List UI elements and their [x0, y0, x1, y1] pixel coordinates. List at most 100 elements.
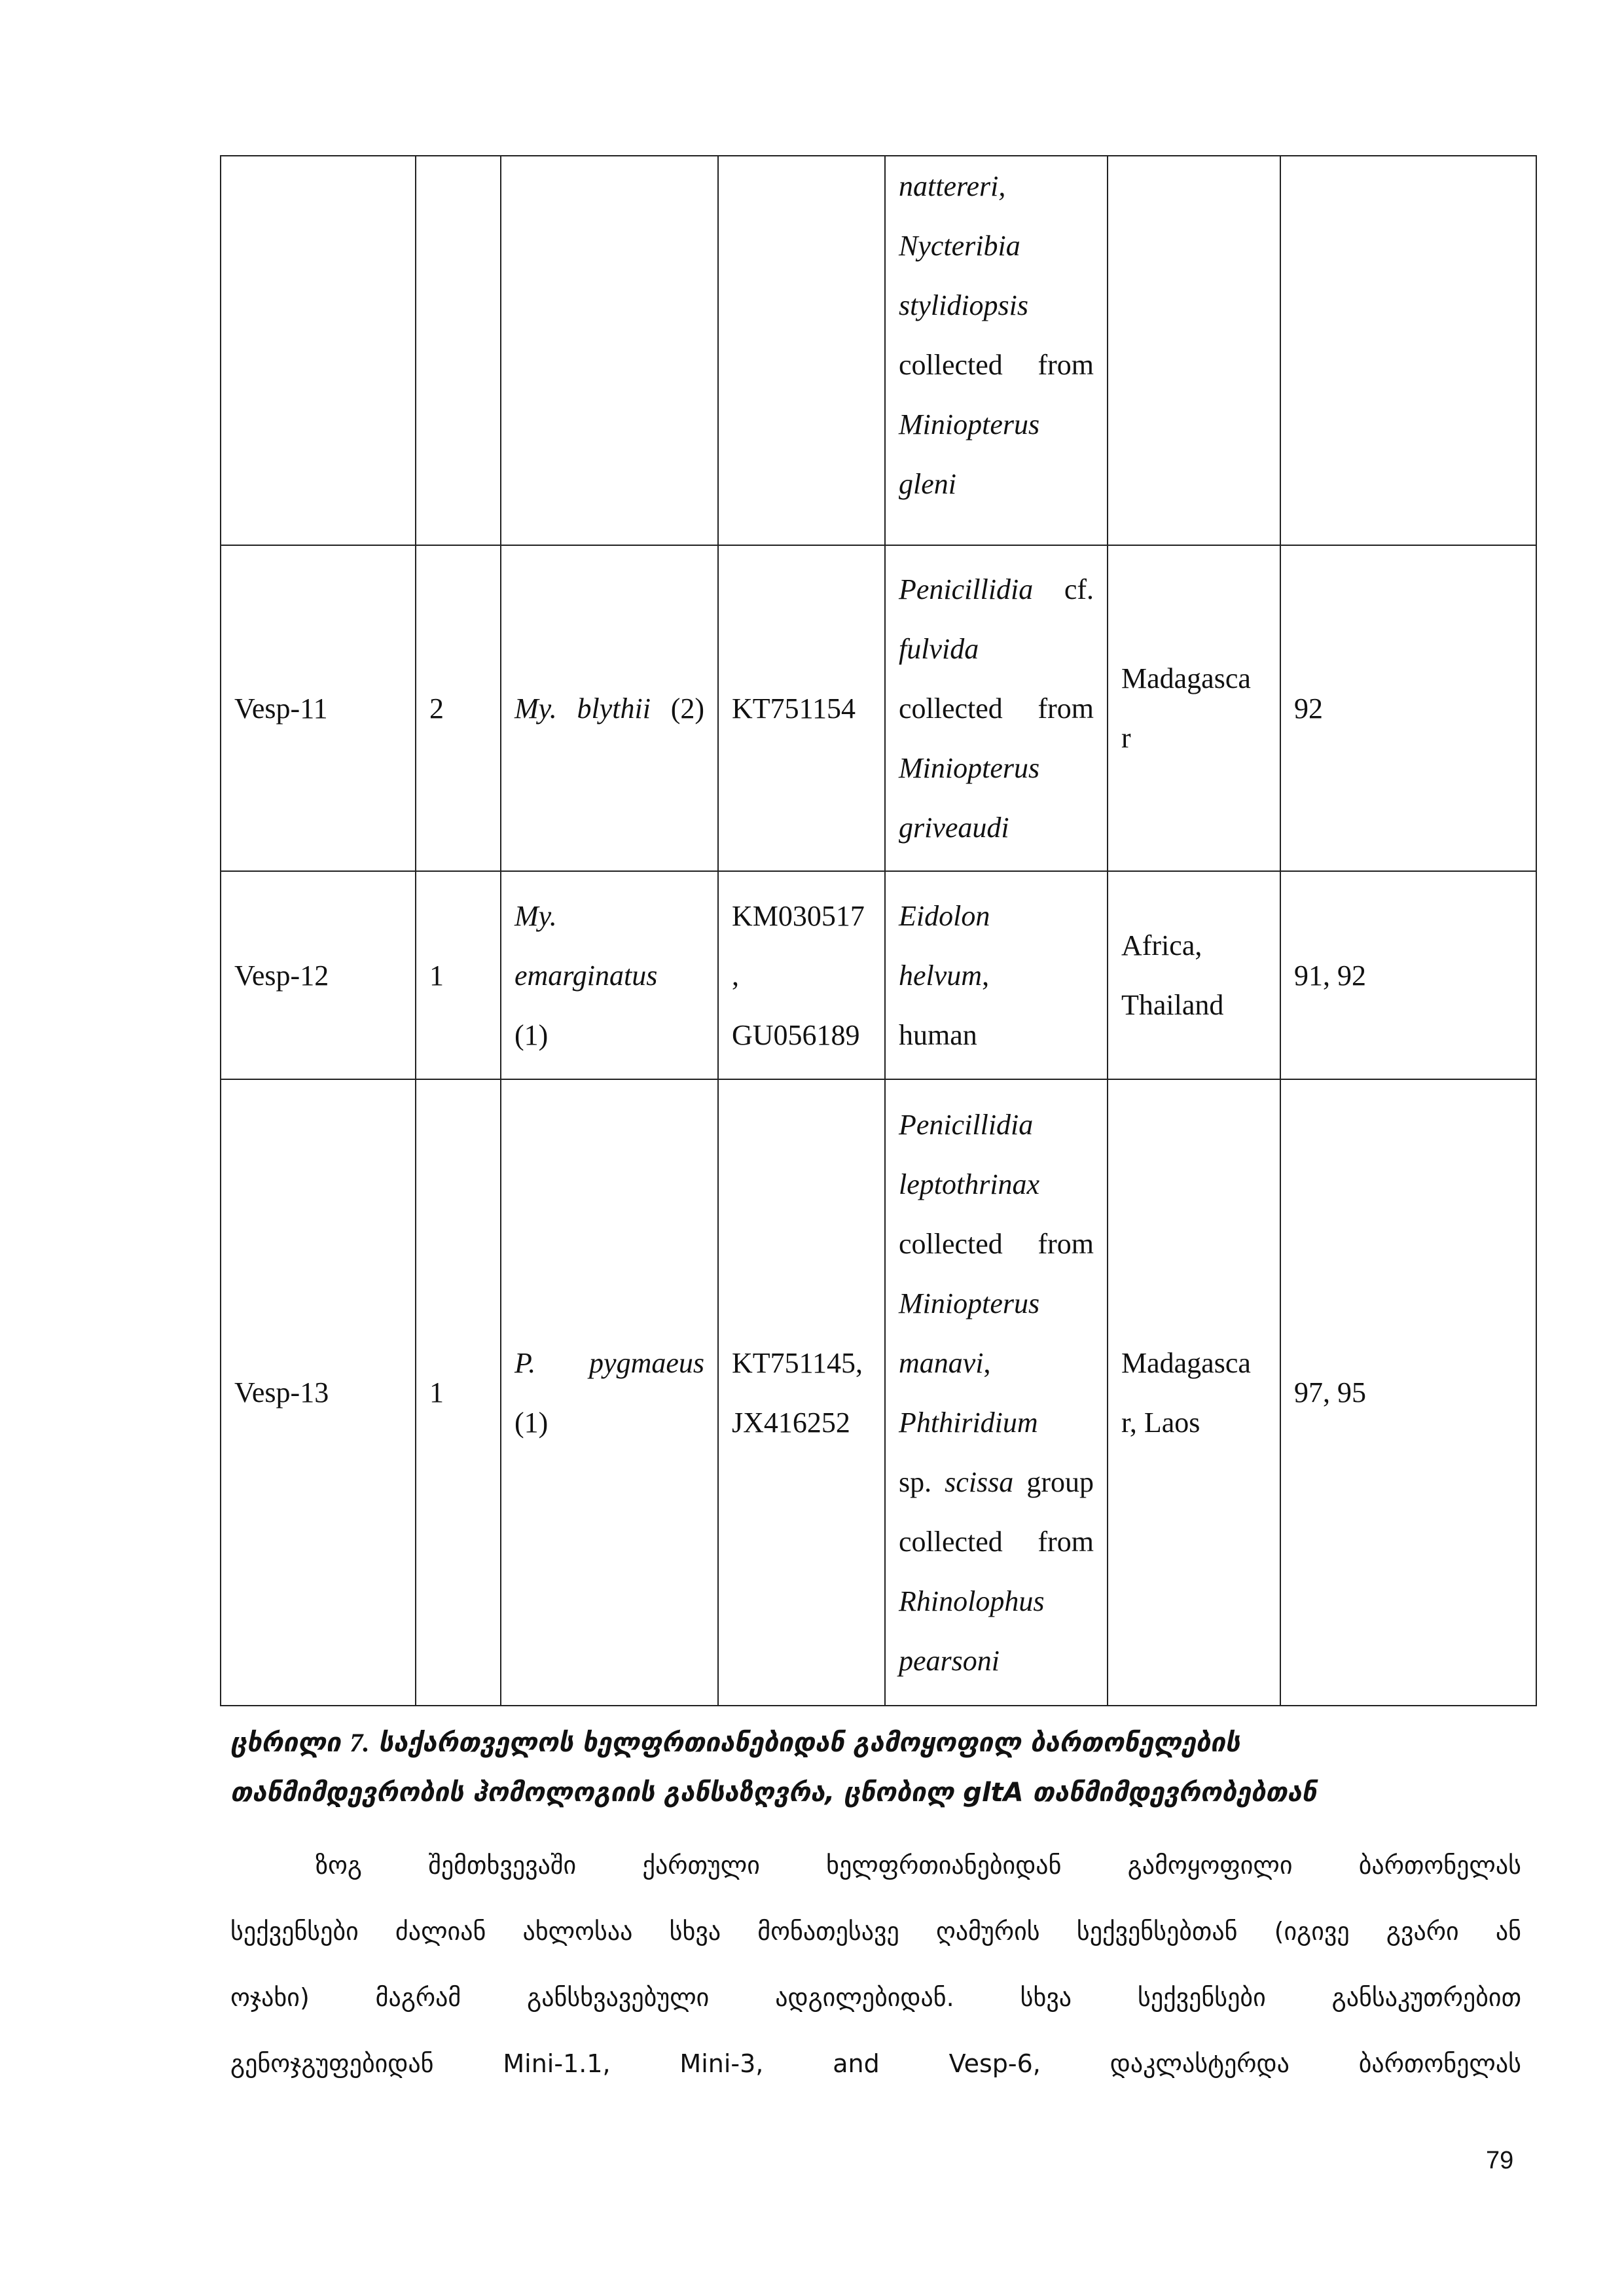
cell-location: Madagasca r, Laos — [1107, 1079, 1281, 1706]
caption-text-1: საქართველოს ხელფრთიანებიდან გამოყოფილ ბა… — [378, 1728, 1240, 1758]
cell-line: Rhinolophus — [899, 1571, 1094, 1631]
cell-text: 91, 92 — [1294, 959, 1366, 992]
table-row: Vesp-11 2 My. blythii (2) KT751154 Penicilli… — [220, 545, 1537, 872]
cell-text: 92 — [1294, 692, 1323, 725]
cell-text: Vesp-13 — [234, 1376, 329, 1408]
cell-line: My. blythii (2) — [514, 679, 704, 738]
cell-line: manavi, — [899, 1333, 1094, 1393]
cell-text: KT751154 — [732, 692, 856, 725]
cell-accession: KT751154 — [717, 545, 886, 872]
cell-identity: 92 — [1280, 545, 1537, 872]
cell-text: collected from — [899, 1227, 1094, 1260]
cell-line: 91, 92 — [1294, 946, 1523, 1005]
cell-text: (1) — [514, 1406, 549, 1439]
cell-sample-id — [220, 155, 416, 546]
cell-related-source: Penicillidia cf. fulvida collected from Min… — [884, 545, 1108, 872]
cell-line: My. — [514, 886, 704, 946]
cell-line: nattereri, — [899, 156, 1094, 216]
cell-location: Madagasca r — [1107, 545, 1281, 872]
cell-line: (1) — [514, 1005, 704, 1065]
cell-sample-id: Vesp-12 — [220, 870, 416, 1080]
cell-text: P. pygmaeus — [514, 1346, 704, 1379]
cell-text: stylidiopsis — [899, 289, 1029, 321]
cell-identity: 97, 95 — [1280, 1079, 1537, 1706]
cell-line: Miniopterus — [899, 395, 1094, 454]
cell-text: , — [983, 1346, 991, 1379]
body-paragraph: ზოგ შემთხვევაში ქართული ხელფრთიანებიდან … — [230, 1833, 1521, 2097]
cell-text: Vesp-11 — [234, 692, 328, 725]
cell-host-species — [500, 155, 719, 546]
cell-text: (1) — [514, 1018, 549, 1051]
cell-line: sp. scissa group — [899, 1452, 1094, 1512]
cell-line: fulvida — [899, 619, 1094, 679]
cell-line: Vesp-11 — [234, 679, 402, 738]
cell-host-species: My. blythii (2) — [500, 545, 719, 872]
cell-line: collected from — [899, 679, 1094, 738]
caption-line-2: თანმიმდევრობის ჰომოლოგიის განსაზღვრა, ცნ… — [230, 1778, 1317, 1808]
cell-line: 1 — [429, 1363, 487, 1422]
cell-text: manavi — [899, 1346, 984, 1379]
cell-text: JX416252 — [732, 1406, 850, 1439]
cell-line: P. pygmaeus — [514, 1333, 704, 1393]
cell-text: pearsoni — [899, 1644, 1000, 1677]
cell-line: griveaudi — [899, 798, 1094, 857]
cell-text: Madagasca — [1121, 1346, 1251, 1379]
homology-table: nattereri, Nycteribia stylidiopsis collecte… — [220, 155, 1537, 1706]
cell-text: Miniopterus — [899, 408, 1040, 440]
cell-line: Penicillidia — [899, 1095, 1094, 1155]
table-row: Vesp-12 1 My. emarginatus (1) KM030517, GU0561… — [220, 870, 1537, 1080]
cell-text: My. — [514, 899, 557, 932]
cell-line: 1 — [429, 946, 487, 1005]
cell-text: KM030517 — [732, 899, 865, 932]
cell-text: Phthiridium — [899, 1406, 1038, 1439]
cell-text: , — [982, 959, 990, 992]
cell-text: nattereri, — [899, 170, 1006, 202]
cell-text: My. blythii — [514, 692, 651, 725]
cell-line: Miniopterus — [899, 1274, 1094, 1333]
cell-location: Africa, Thailand — [1107, 870, 1281, 1080]
cell-text: Miniopterus — [899, 1287, 1040, 1319]
cell-line: 92 — [1294, 679, 1523, 738]
cell-sample-id: Vesp-13 — [220, 1079, 416, 1706]
cell-line: Penicillidia cf. — [899, 560, 1094, 619]
cell-line: Madagasca — [1121, 649, 1267, 708]
cell-text: Africa, — [1121, 929, 1202, 961]
cell-identity: 91, 92 — [1280, 870, 1537, 1080]
cell-count — [415, 155, 501, 546]
cell-text: emarginatus — [514, 959, 658, 992]
cell-line: Africa, — [1121, 916, 1267, 975]
cell-line: KT751154 — [732, 679, 871, 738]
cell-related-source: Penicillidia leptothrinax collected from Mi… — [884, 1079, 1108, 1706]
paragraph-line: ზოგ შემთხვევაში ქართული ხელფრთიანებიდან … — [316, 1851, 1521, 1880]
paragraph-line: ოჯახი) მაგრამ განსხვავებული ადგილებიდან.… — [230, 1983, 1521, 2012]
cell-text: 1 — [429, 1376, 444, 1408]
cell-text: (2) — [650, 692, 704, 725]
cell-text: Penicillidia — [899, 573, 1034, 605]
cell-text: Eidolon — [899, 899, 990, 932]
cell-location — [1107, 155, 1281, 546]
cell-line: Vesp-13 — [234, 1363, 402, 1422]
cell-text: scissa — [945, 1465, 1014, 1498]
cell-line: r — [1121, 708, 1267, 768]
cell-text: 2 — [429, 692, 444, 725]
caption-line-1: ცხრილი 7. საქართველოს ხელფრთიანებიდან გა… — [230, 1718, 1533, 1768]
cell-text: group — [1013, 1465, 1094, 1498]
caption-label: ცხრილი — [230, 1728, 341, 1758]
cell-text: r, Laos — [1121, 1406, 1200, 1439]
cell-host-species: My. emarginatus (1) — [500, 870, 719, 1080]
cell-accession: KM030517, GU056189 — [717, 870, 886, 1080]
cell-text: 1 — [429, 959, 444, 992]
cell-line: stylidiopsis — [899, 276, 1094, 335]
caption-number: 7. — [350, 1728, 370, 1757]
cell-text: , — [732, 959, 739, 992]
cell-text: 97, 95 — [1294, 1376, 1366, 1408]
cell-count: 1 — [415, 870, 501, 1080]
cell-line: 97, 95 — [1294, 1363, 1523, 1422]
cell-related-source: Eidolon helvum, human — [884, 870, 1108, 1080]
cell-text: GU056189 — [732, 1018, 860, 1051]
cell-text: gleni — [899, 468, 956, 500]
cell-text: Vesp-12 — [234, 959, 329, 992]
cell-text: fulvida — [899, 632, 979, 665]
table-row: nattereri, Nycteribia stylidiopsis collecte… — [220, 155, 1537, 546]
cell-line: Madagasca — [1121, 1333, 1267, 1393]
